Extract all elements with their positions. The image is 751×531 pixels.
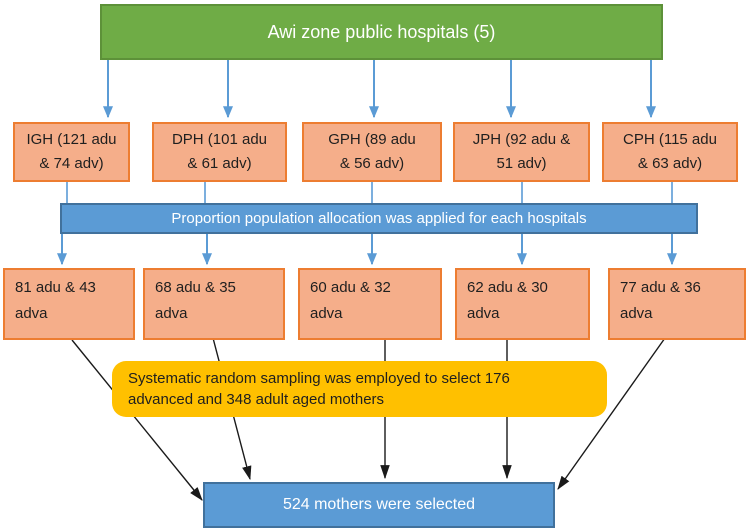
sample-1-line1: 81 adu & 43 bbox=[15, 279, 96, 296]
hospitals-to-bar-lines bbox=[66, 182, 673, 204]
sample-2-line1: 68 adu & 35 bbox=[155, 279, 236, 296]
hospital-dph-line1: DPH (101 adu bbox=[171, 131, 268, 148]
sample-3-line2: adva bbox=[310, 305, 343, 322]
hospital-igh-line1: IGH (121 adu bbox=[26, 131, 117, 148]
hospital-box-dph: DPH (101 adu & 61 adv) bbox=[152, 122, 287, 182]
result-box: 524 mothers were selected bbox=[203, 482, 555, 528]
sample-1-line2: adva bbox=[15, 305, 48, 322]
hospital-box-igh: IGH (121 adu & 74 adv) bbox=[13, 122, 130, 182]
sample-box-4: 62 adu & 30 adva bbox=[455, 268, 590, 340]
hospital-box-gph: GPH (89 adu & 56 adv) bbox=[302, 122, 442, 182]
allocation-bar-label: Proportion population allocation was app… bbox=[171, 210, 587, 227]
sample-2-line2: adva bbox=[155, 305, 188, 322]
sample-box-5: 77 adu & 36 adva bbox=[608, 268, 746, 340]
sample-box-3: 60 adu & 32 adva bbox=[298, 268, 442, 340]
root-hospitals-box: Awi zone public hospitals (5) bbox=[100, 4, 663, 60]
result-label: 524 mothers were selected bbox=[282, 496, 476, 513]
hospital-jph-line1: JPH (92 adu & bbox=[472, 131, 571, 148]
hospital-dph-line2: & 61 adv) bbox=[187, 155, 252, 172]
hospital-igh-line2: & 74 adv) bbox=[39, 155, 104, 172]
sampling-note-box: Systematic random sampling was employed … bbox=[112, 361, 607, 417]
sample-3-line1: 60 adu & 32 bbox=[310, 279, 391, 296]
sample-box-2: 68 adu & 35 adva bbox=[143, 268, 285, 340]
sampling-note-line2: advanced and 348 adult aged mothers bbox=[128, 391, 385, 408]
hospital-gph-line1: GPH (89 adu bbox=[328, 131, 416, 148]
hospital-box-cph: CPH (115 adu & 63 adv) bbox=[602, 122, 738, 182]
sample-4-line1: 62 adu & 30 bbox=[467, 279, 548, 296]
hospital-gph-line2: & 56 adv) bbox=[339, 155, 405, 172]
hospital-box-jph: JPH (92 adu & 51 adv) bbox=[453, 122, 590, 182]
sample-box-1: 81 adu & 43 adva bbox=[3, 268, 135, 340]
sample-5-line1: 77 adu & 36 bbox=[620, 279, 701, 296]
sample-5-line2: adva bbox=[620, 305, 653, 322]
allocation-bar: Proportion population allocation was app… bbox=[60, 203, 698, 234]
arrow-sample1-result bbox=[71, 339, 203, 501]
hospital-cph-line2: & 63 adv) bbox=[637, 155, 703, 172]
sampling-note-line1: Systematic random sampling was employed … bbox=[128, 370, 510, 387]
bar-to-samples-arrows bbox=[57, 234, 677, 266]
hospital-cph-line1: CPH (115 adu bbox=[623, 131, 717, 148]
arrow-sample5-result bbox=[557, 337, 666, 490]
root-hospitals-label: Awi zone public hospitals (5) bbox=[267, 21, 496, 42]
hospital-jph-line2: 51 adv) bbox=[496, 155, 547, 172]
header-to-hospitals-arrows bbox=[103, 60, 656, 119]
sample-4-line2: adva bbox=[467, 305, 500, 322]
